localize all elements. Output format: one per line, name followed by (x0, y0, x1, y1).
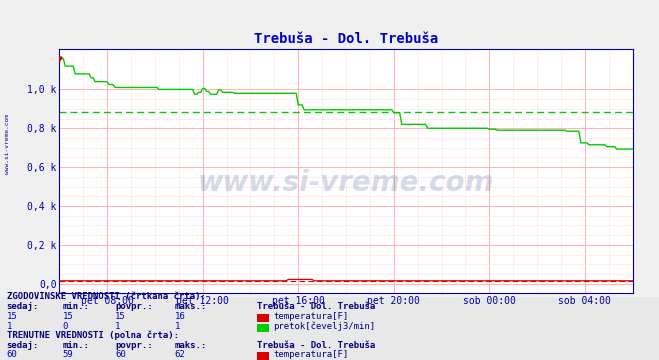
Text: www.si-vreme.com: www.si-vreme.com (5, 114, 11, 174)
Text: 1: 1 (115, 322, 121, 331)
Text: 0: 0 (63, 322, 68, 331)
Text: 1: 1 (7, 322, 12, 331)
Text: 15: 15 (115, 312, 126, 321)
Text: min.:: min.: (63, 302, 90, 311)
Text: povpr.:: povpr.: (115, 302, 153, 311)
Text: 60: 60 (7, 350, 17, 359)
Text: www.si-vreme.com: www.si-vreme.com (198, 169, 494, 197)
Text: maks.:: maks.: (175, 342, 207, 351)
Text: temperatura[F]: temperatura[F] (273, 350, 349, 359)
Text: 59: 59 (63, 350, 73, 359)
Text: maks.:: maks.: (175, 302, 207, 311)
Text: 60: 60 (115, 350, 126, 359)
Title: Trebuša - Dol. Trebuša: Trebuša - Dol. Trebuša (254, 32, 438, 46)
Text: 1: 1 (175, 322, 180, 331)
Text: 16: 16 (175, 312, 185, 321)
Text: 15: 15 (7, 312, 17, 321)
Text: TRENUTNE VREDNOSTI (polna črta):: TRENUTNE VREDNOSTI (polna črta): (7, 331, 179, 341)
Text: ZGODOVINSKE VREDNOSTI (črtkana črta):: ZGODOVINSKE VREDNOSTI (črtkana črta): (7, 292, 206, 301)
Text: min.:: min.: (63, 342, 90, 351)
Text: sedaj:: sedaj: (7, 342, 39, 351)
Text: Trebuša - Dol. Trebuša: Trebuša - Dol. Trebuša (257, 342, 375, 351)
Text: pretok[čevelj3/min]: pretok[čevelj3/min] (273, 321, 376, 331)
Text: sedaj:: sedaj: (7, 302, 39, 311)
Text: temperatura[F]: temperatura[F] (273, 312, 349, 321)
Text: 15: 15 (63, 312, 73, 321)
Text: povpr.:: povpr.: (115, 342, 153, 351)
Text: Trebuša - Dol. Trebuša: Trebuša - Dol. Trebuša (257, 302, 375, 311)
Text: 62: 62 (175, 350, 185, 359)
